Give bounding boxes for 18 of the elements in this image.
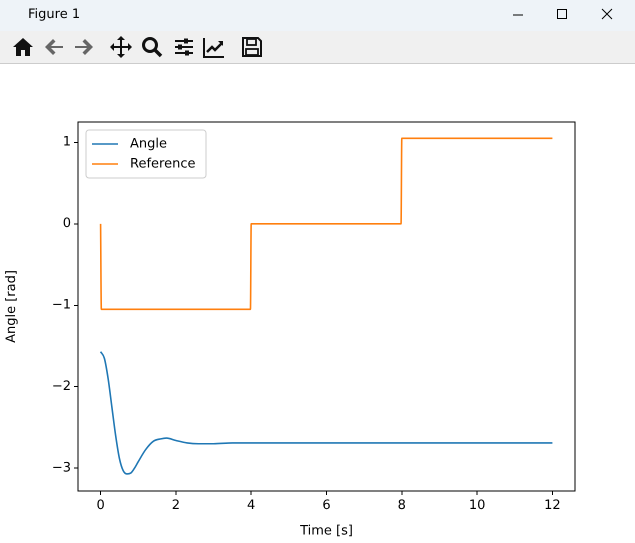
caption: Figure 1: [28, 7, 80, 22]
x-tick-label: 4: [247, 498, 256, 514]
y-axis-title: Angle [rad]: [4, 270, 20, 343]
x-tick-label: 2: [172, 498, 180, 514]
y-tick-label: 1: [62, 134, 71, 150]
line-series: [100, 350, 554, 475]
x-tick-label: 0: [96, 498, 105, 514]
x-tick-label: 6: [322, 498, 331, 514]
x-tick-label: 12: [544, 498, 561, 514]
y-tick-label: −2: [52, 379, 71, 394]
y-tick-label: 0: [62, 216, 71, 232]
legend-label: Angle: [130, 136, 167, 152]
y-tick-label: −3: [52, 460, 71, 476]
legend-label: Reference: [130, 156, 196, 172]
x-axis-title: Time [s]: [299, 524, 353, 539]
x-tick-label: 10: [468, 498, 486, 514]
x-tick-label: 8: [398, 498, 406, 514]
y-tick-label: −1: [52, 298, 71, 313]
